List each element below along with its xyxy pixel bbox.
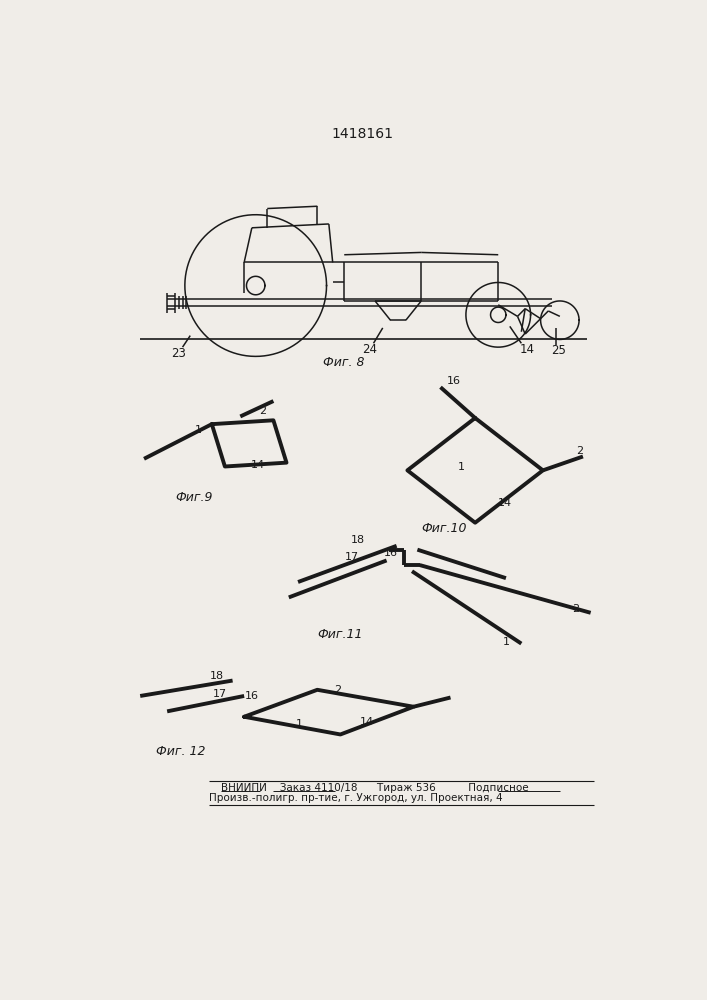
Text: Фиг.9: Фиг.9 [175,491,212,504]
Text: Фиг.11: Фиг.11 [317,628,363,641]
Text: 1: 1 [296,719,303,729]
Text: Фиг.10: Фиг.10 [421,522,467,535]
Text: 2: 2 [259,406,266,416]
Text: 17: 17 [345,552,359,562]
Text: 18: 18 [210,671,224,681]
Text: Фиг. 8: Фиг. 8 [324,356,365,369]
Text: 1418161: 1418161 [331,127,393,141]
Text: 2: 2 [334,685,341,695]
Text: ВНИИПИ    Заказ 4110/18      Тираж 536          Подписное: ВНИИПИ Заказ 4110/18 Тираж 536 Подписное [221,783,529,793]
Text: Произв.-полигр. пр-тие, г. Ужгород, ул. Проектная, 4: Произв.-полигр. пр-тие, г. Ужгород, ул. … [209,793,503,803]
Text: 25: 25 [551,344,566,358]
Text: 1: 1 [503,637,510,647]
Text: Фиг. 12: Фиг. 12 [156,745,205,758]
Text: 2: 2 [576,446,583,456]
Text: 18: 18 [351,535,365,545]
Text: 24: 24 [362,343,377,356]
Text: 2: 2 [572,604,579,614]
Text: 14: 14 [497,498,511,508]
Text: 14: 14 [361,717,375,727]
Text: 23: 23 [171,347,186,360]
Text: 14: 14 [251,460,265,470]
Text: 1: 1 [194,425,201,435]
Text: 16: 16 [245,691,259,701]
Text: 1: 1 [458,462,464,472]
Text: 17: 17 [212,689,226,699]
Text: 14: 14 [519,343,534,356]
Text: 16: 16 [447,376,460,386]
Text: 16: 16 [383,548,397,558]
